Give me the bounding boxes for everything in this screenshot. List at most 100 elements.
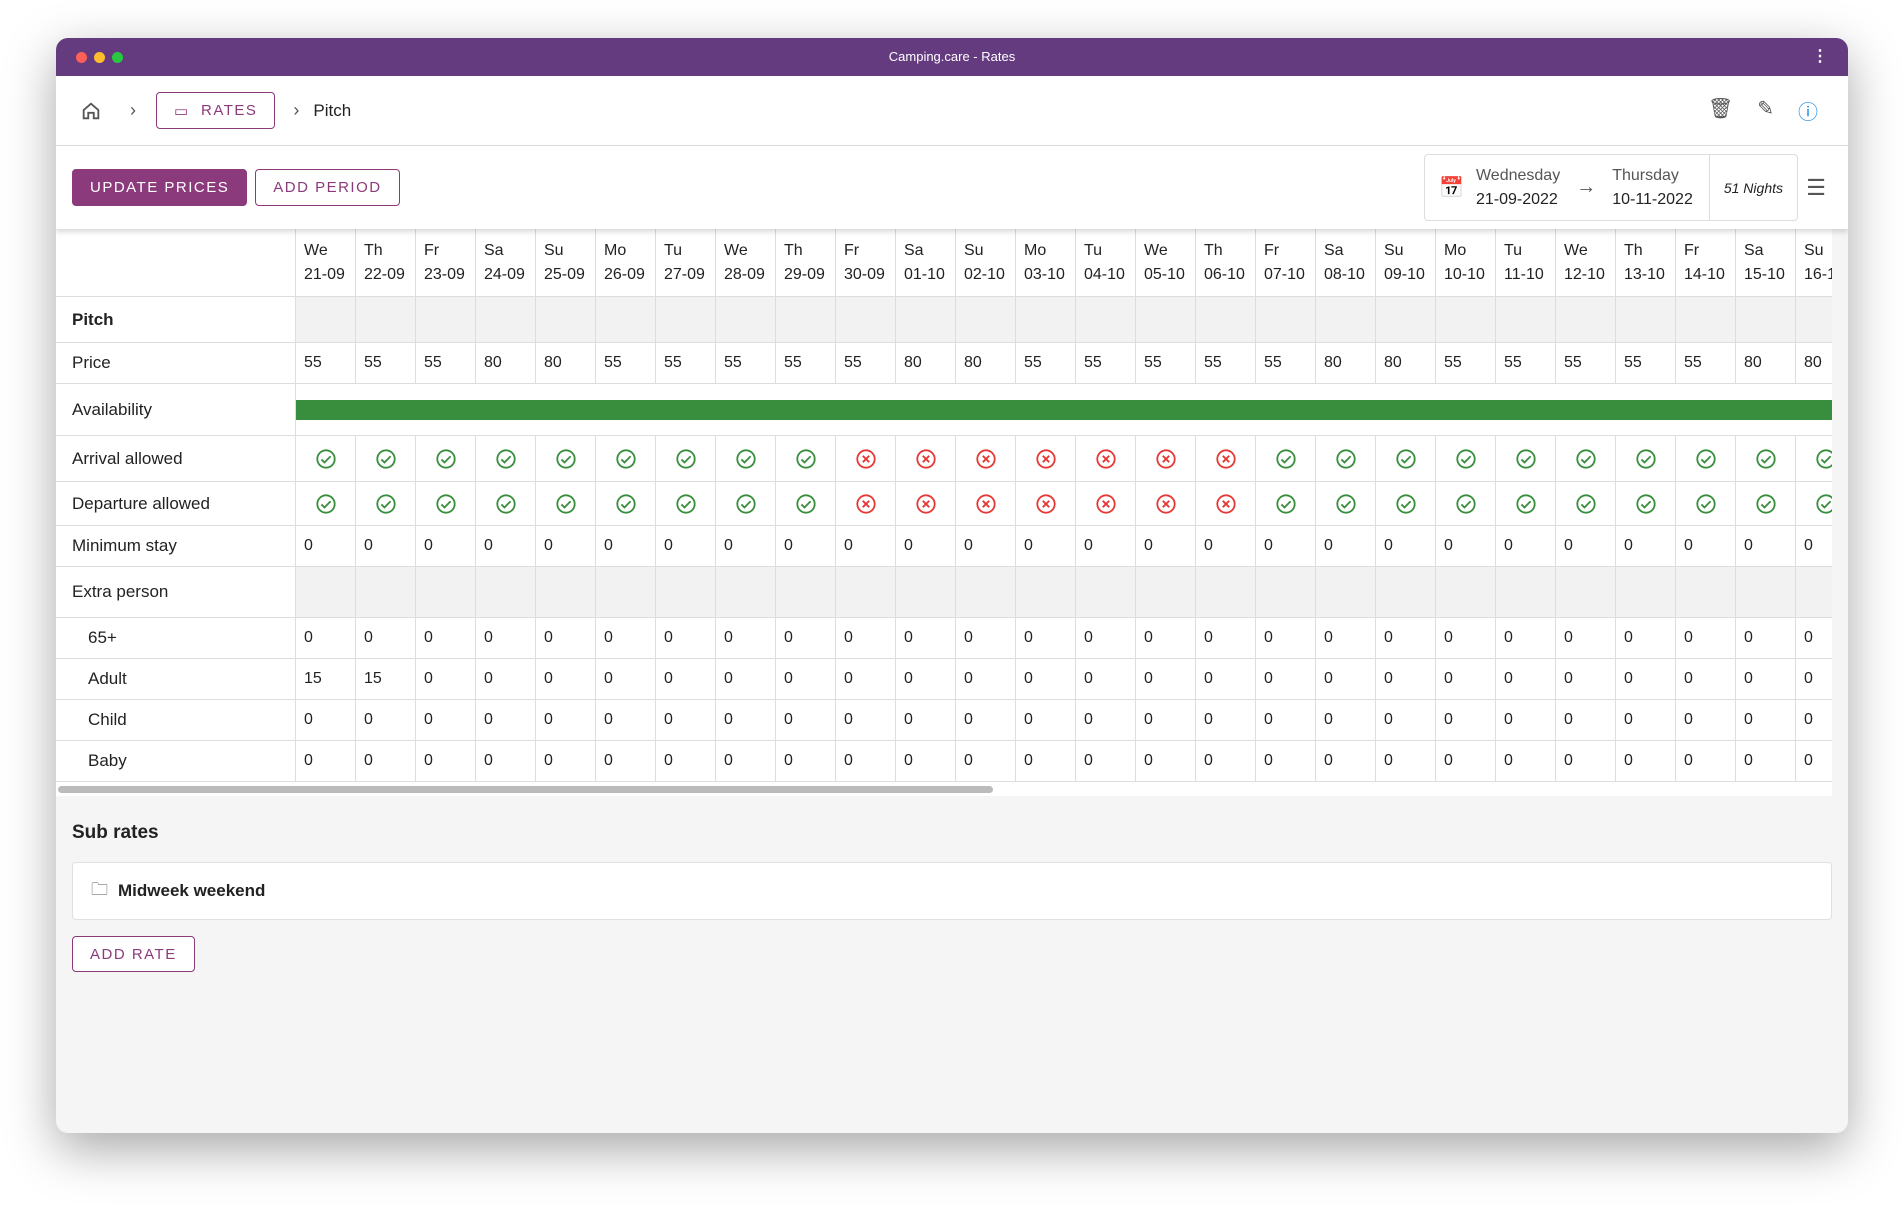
- icon-cell: [1675, 436, 1735, 481]
- period-picker[interactable]: 📅 Wednesday 21-09-2022 → Thursday 10-11-20…: [1424, 154, 1798, 221]
- value-cell: 0: [1675, 618, 1735, 658]
- toolbar: UPDATE PRICES ADD PERIOD 📅 Wednesday 21-0…: [56, 146, 1848, 229]
- empty-cell: [1375, 567, 1435, 617]
- allowed-icon: [615, 448, 636, 469]
- value-cell: 80: [895, 343, 955, 383]
- empty-cell: [715, 297, 775, 342]
- icon-cell: [295, 436, 355, 481]
- allowed-icon: [795, 493, 816, 514]
- allowed-icon: [1815, 448, 1832, 469]
- value-cell: 0: [1195, 659, 1255, 699]
- value-cell: 0: [535, 618, 595, 658]
- day-name: Fr: [1684, 241, 1700, 259]
- value-cell: 0: [1135, 618, 1195, 658]
- value-cell: 0: [1435, 659, 1495, 699]
- value-cell: 0: [655, 659, 715, 699]
- rates-crumb[interactable]: ▭ RATES: [156, 92, 276, 129]
- value-cell: 0: [835, 741, 895, 781]
- help-icon[interactable]: ⓘ: [1798, 102, 1818, 124]
- day-name: Sa: [1324, 241, 1344, 259]
- allowed-icon: [1395, 493, 1416, 514]
- allowed-icon: [1335, 493, 1356, 514]
- row-label: Baby: [88, 751, 127, 770]
- value-cell: 0: [1375, 700, 1435, 740]
- update-prices-button[interactable]: UPDATE PRICES: [72, 169, 248, 206]
- home-icon[interactable]: [80, 100, 102, 122]
- day-date: 01-10: [904, 265, 945, 283]
- value-cell: 0: [1675, 659, 1735, 699]
- icon-cell: [295, 482, 355, 525]
- value-cell: 0: [415, 700, 475, 740]
- not-allowed-icon: [1155, 448, 1176, 469]
- day-header: Th 13-10: [1615, 229, 1675, 296]
- icon-cell: [775, 436, 835, 481]
- value-cell: 0: [1795, 659, 1832, 699]
- delete-icon[interactable]: 🗑: [1707, 98, 1734, 120]
- value-cell: 0: [1495, 618, 1555, 658]
- empty-cell: [1255, 567, 1315, 617]
- value-cell: 0: [1495, 659, 1555, 699]
- empty-cell: [1735, 567, 1795, 617]
- price-row: Price 55 55 55 80 80 55 55 55 55 55 80 80 55 55 55 55 55 8…: [56, 343, 1832, 384]
- scroll-thumb[interactable]: [58, 786, 993, 793]
- icon-cell: [1675, 482, 1735, 525]
- value-cell: 0: [1795, 618, 1832, 658]
- icon-cell: [1735, 436, 1795, 481]
- value-cell: 0: [655, 741, 715, 781]
- day-name: We: [304, 241, 328, 259]
- not-allowed-icon: [1095, 493, 1116, 514]
- extra-person-group-row: 65+ 0 0 0 0 0 0 0 0 0 0 0 0 0 0 0 0 0 0 0 0 0 0 0 0 0 0: [56, 618, 1832, 659]
- empty-cell: [1555, 567, 1615, 617]
- edit-icon[interactable]: ✎: [1757, 98, 1774, 120]
- value-cell: 0: [895, 741, 955, 781]
- day-date: 21-09: [304, 265, 345, 283]
- add-period-button[interactable]: ADD PERIOD: [255, 169, 400, 206]
- empty-cell: [475, 297, 535, 342]
- value-cell: 0: [655, 618, 715, 658]
- sub-rate-item[interactable]: 🗀 Midweek weekend: [72, 862, 1832, 920]
- allowed-icon: [1275, 448, 1296, 469]
- icon-cell: [895, 436, 955, 481]
- empty-cell: [1795, 567, 1832, 617]
- value-cell: 0: [1255, 659, 1315, 699]
- day-date: 22-09: [364, 265, 405, 283]
- day-name: Tu: [1504, 241, 1523, 259]
- not-allowed-icon: [915, 493, 936, 514]
- rates-table: We 21-09 Th 22-09 Fr 23-09 Sa 24-09 Su 25-09 Mo 26-…: [56, 229, 1832, 782]
- allowed-icon: [735, 493, 756, 514]
- value-cell: 80: [475, 343, 535, 383]
- value-cell: 0: [835, 700, 895, 740]
- not-allowed-icon: [1035, 448, 1056, 469]
- zoom-dot[interactable]: [112, 52, 123, 63]
- value-cell: 55: [295, 343, 355, 383]
- add-rate-button[interactable]: ADD RATE: [72, 936, 195, 972]
- close-dot[interactable]: [76, 52, 87, 63]
- day-date: 05-10: [1144, 265, 1185, 283]
- value-cell: 0: [1795, 741, 1832, 781]
- day-header: Th 06-10: [1195, 229, 1255, 296]
- day-name: Mo: [1024, 241, 1047, 259]
- app-window: Camping.care - Rates ⋮ › ▭ RATES › Pitch…: [56, 38, 1848, 1133]
- day-date: 14-10: [1684, 265, 1725, 283]
- availability-row: Availability: [56, 384, 1832, 436]
- value-cell: 0: [955, 526, 1015, 566]
- row-label: 65+: [88, 628, 117, 647]
- value-cell: 0: [955, 741, 1015, 781]
- empty-cell: [1075, 297, 1135, 342]
- value-cell: 0: [475, 618, 535, 658]
- value-cell: 55: [1255, 343, 1315, 383]
- menu-icon[interactable]: ⋮: [1812, 48, 1828, 65]
- value-cell: 0: [1615, 741, 1675, 781]
- empty-cell: [1315, 297, 1375, 342]
- minimize-dot[interactable]: [94, 52, 105, 63]
- empty-cell: [415, 297, 475, 342]
- day-name: Su: [1804, 241, 1824, 259]
- icon-cell: [1735, 482, 1795, 525]
- allowed-icon: [315, 493, 336, 514]
- icon-cell: [1075, 436, 1135, 481]
- list-icon[interactable]: ☰: [1806, 174, 1826, 200]
- day-header: Sa 15-10: [1735, 229, 1795, 296]
- empty-cell: [535, 567, 595, 617]
- day-header: Fr 07-10: [1255, 229, 1315, 296]
- value-cell: 55: [655, 343, 715, 383]
